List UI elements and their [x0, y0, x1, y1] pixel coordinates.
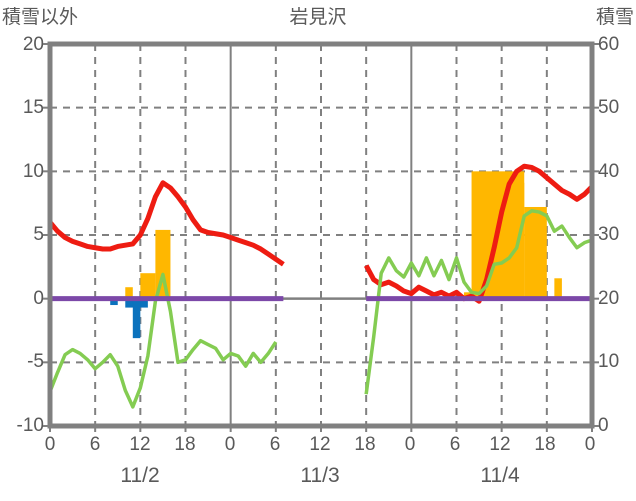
x-tick-11: 18 — [534, 434, 556, 455]
x-tick-3: 18 — [174, 434, 196, 455]
bar-1-2 — [132, 298, 141, 339]
chart-title: 岩見沢 — [289, 7, 347, 28]
day-label-1: 11/2 — [120, 464, 160, 487]
series-line-2 — [48, 272, 278, 409]
right-tick-20: 20 — [598, 288, 620, 309]
x-tick-5: 6 — [269, 434, 281, 455]
x-tick-1: 6 — [89, 434, 101, 455]
bar-0-6 — [524, 206, 547, 299]
bar-0-1 — [140, 273, 156, 299]
left-tick-10: 10 — [22, 161, 44, 182]
left-tick-20: 20 — [22, 34, 44, 55]
left-tick-0: 0 — [33, 288, 44, 309]
series-line-1 — [363, 163, 594, 304]
right-tick-30: 30 — [598, 224, 620, 245]
bar-0-7 — [554, 278, 562, 299]
x-tick-6: 12 — [309, 434, 331, 455]
left-tick-15: 15 — [22, 97, 44, 118]
x-tick-12: 0 — [584, 434, 596, 455]
bar-0-5 — [516, 182, 525, 299]
left-tick-5: 5 — [33, 224, 44, 245]
x-tick-10: 12 — [489, 434, 511, 455]
right-tick-40: 40 — [598, 161, 620, 182]
x-tick-9: 6 — [449, 434, 461, 455]
x-tick-7: 18 — [354, 434, 376, 455]
right-tick-0: 0 — [598, 415, 609, 436]
day-label-2: 11/3 — [300, 464, 340, 487]
left-axis-title: 積雪以外 — [2, 7, 79, 28]
series-line-3 — [364, 209, 593, 395]
right-tick-50: 50 — [598, 97, 620, 118]
day-label-3: 11/4 — [480, 464, 520, 487]
bar-0-0 — [125, 287, 133, 299]
bar-1-0 — [110, 298, 118, 306]
series-line-0 — [48, 180, 285, 267]
right-tick-60: 60 — [598, 34, 620, 55]
x-tick-0: 0 — [44, 434, 56, 455]
x-tick-4: 0 — [224, 434, 236, 455]
right-tick-10: 10 — [598, 351, 620, 372]
x-tick-2: 12 — [129, 434, 151, 455]
left-tick-m10: -10 — [16, 415, 44, 436]
left-tick-m5: -5 — [27, 351, 44, 372]
right-axis-title: 積雪 — [595, 7, 634, 28]
x-tick-8: 0 — [404, 434, 416, 455]
